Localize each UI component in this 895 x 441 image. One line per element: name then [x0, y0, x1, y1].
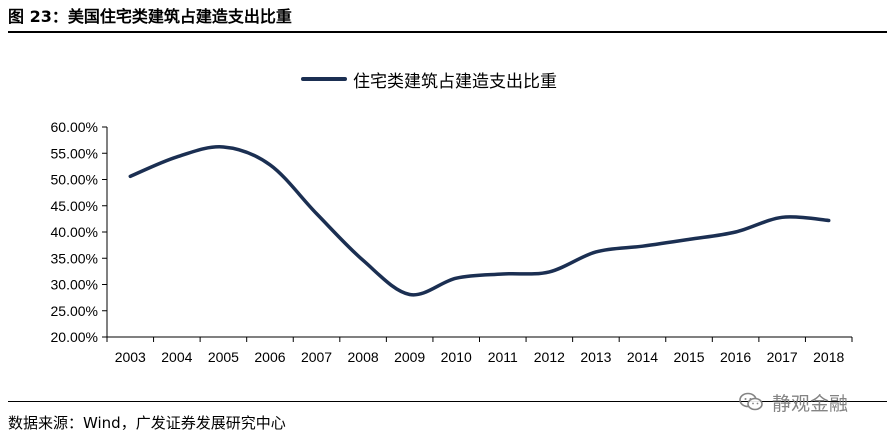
x-axis: 2003 2004 2005 2006 2007 2008 2009 2010 2011 2012… — [106, 336, 853, 365]
chart-legend: 住宅类建筑占建造支出比重 — [301, 68, 557, 92]
x-tick-label: 2012 — [534, 349, 565, 365]
series-line — [128, 145, 831, 297]
figure-title: 图 23：美国住宅类建筑占建造支出比重 — [8, 7, 292, 26]
legend-label: 住宅类建筑占建造支出比重 — [353, 71, 557, 92]
y-tick-label: 35.00% — [51, 250, 98, 266]
source-rule — [8, 401, 887, 402]
y-axis: 20.00% 25.00% 30.00% 35.00% 40.00% 45.00% 50.0… — [51, 119, 108, 345]
y-tick-label: 25.00% — [51, 303, 98, 319]
x-tick-label: 2011 — [488, 349, 518, 365]
x-tick-label: 2006 — [254, 349, 285, 365]
x-tick-label: 2009 — [394, 349, 425, 365]
y-tick-label: 45.00% — [51, 198, 98, 214]
x-tick-label: 2007 — [301, 349, 332, 365]
x-tick-label: 2005 — [208, 349, 239, 365]
x-tick-label: 2004 — [161, 349, 192, 365]
y-tick-label: 20.00% — [51, 329, 98, 345]
watermark: 静观金融 — [738, 388, 848, 416]
source-note: 数据来源：Wind，广发证券发展研究中心 — [8, 414, 286, 432]
legend-swatch — [301, 77, 347, 81]
y-tick-label: 60.00% — [51, 119, 98, 135]
watermark-text: 静观金融 — [772, 392, 849, 415]
y-tick-label: 40.00% — [51, 224, 98, 240]
x-tick-label: 2016 — [720, 349, 751, 365]
x-tick-label: 2017 — [767, 349, 798, 365]
x-tick-label: 2015 — [673, 349, 704, 365]
y-tick-label: 55.00% — [51, 145, 98, 161]
x-tick-label: 2010 — [441, 349, 472, 365]
title-rule — [8, 31, 887, 33]
series-layer — [128, 145, 831, 297]
x-tick-label: 2003 — [115, 349, 146, 365]
y-tick-label: 50.00% — [51, 172, 98, 188]
x-tick-label: 2013 — [580, 349, 611, 365]
x-tick-label: 2014 — [627, 349, 658, 365]
x-tick-label: 2008 — [348, 349, 379, 365]
y-tick-label: 30.00% — [51, 277, 98, 293]
wechat-icon — [739, 392, 763, 411]
x-tick-label: 2018 — [813, 349, 844, 365]
